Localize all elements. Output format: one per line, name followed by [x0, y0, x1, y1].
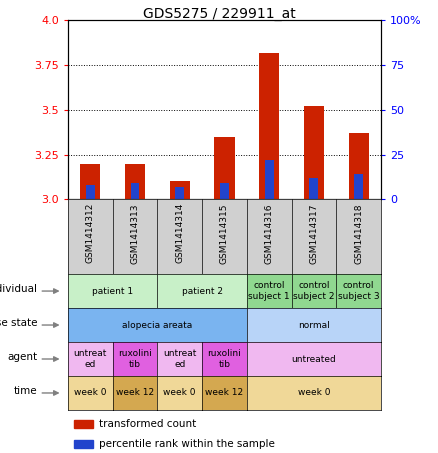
Text: agent: agent: [7, 352, 37, 362]
Text: control
subject 2: control subject 2: [293, 281, 335, 301]
Text: normal: normal: [298, 321, 330, 329]
Text: GSM1414313: GSM1414313: [131, 203, 139, 264]
Text: week 0: week 0: [74, 389, 106, 397]
Text: patient 1: patient 1: [92, 287, 133, 295]
Bar: [349, 133, 369, 199]
Bar: [259, 53, 279, 199]
Text: GSM1414312: GSM1414312: [86, 203, 95, 264]
Text: week 12: week 12: [116, 389, 154, 397]
Bar: [131, 183, 139, 199]
Bar: [265, 160, 274, 199]
Text: alopecia areata: alopecia areata: [122, 321, 192, 329]
Text: GSM1414318: GSM1414318: [354, 203, 363, 264]
Text: ruxolini
tib: ruxolini tib: [118, 349, 152, 369]
Text: patient 2: patient 2: [182, 287, 223, 295]
Text: GSM1414316: GSM1414316: [265, 203, 274, 264]
Text: percentile rank within the sample: percentile rank within the sample: [99, 439, 275, 449]
Text: control
subject 3: control subject 3: [338, 281, 379, 301]
Text: disease state: disease state: [0, 318, 37, 328]
Bar: [86, 185, 95, 199]
Bar: [304, 106, 324, 199]
Text: week 0: week 0: [163, 389, 196, 397]
Text: control
subject 1: control subject 1: [248, 281, 290, 301]
Text: untreated: untreated: [292, 355, 336, 363]
Bar: [354, 174, 363, 199]
Bar: [80, 164, 100, 199]
Bar: [74, 440, 93, 448]
Text: week 12: week 12: [205, 389, 244, 397]
Text: GSM1414314: GSM1414314: [175, 203, 184, 264]
Text: individual: individual: [0, 284, 37, 294]
Bar: [125, 164, 145, 199]
Text: time: time: [14, 386, 37, 396]
Text: ruxolini
tib: ruxolini tib: [208, 349, 241, 369]
Text: week 0: week 0: [298, 389, 330, 397]
Bar: [170, 181, 190, 199]
Bar: [310, 178, 318, 199]
Text: GSM1414315: GSM1414315: [220, 203, 229, 264]
Text: GSM1414317: GSM1414317: [310, 203, 318, 264]
Bar: [215, 137, 234, 199]
Text: untreat
ed: untreat ed: [74, 349, 107, 369]
Text: untreat
ed: untreat ed: [163, 349, 196, 369]
Text: transformed count: transformed count: [99, 419, 197, 429]
Bar: [74, 420, 93, 428]
Bar: [175, 187, 184, 199]
Text: GDS5275 / 229911_at: GDS5275 / 229911_at: [143, 7, 295, 21]
Bar: [220, 183, 229, 199]
